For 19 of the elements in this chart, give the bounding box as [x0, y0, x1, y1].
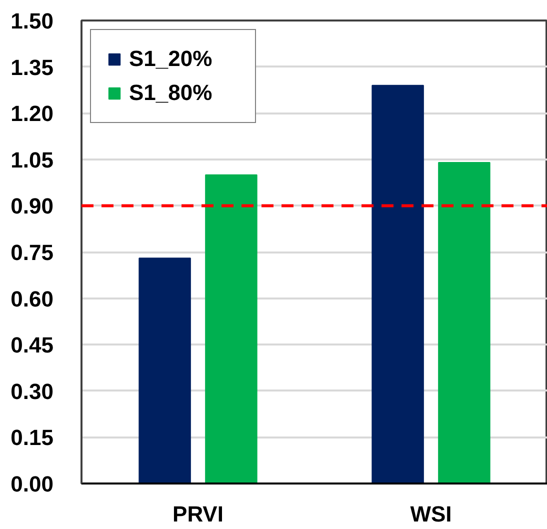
y-tick-label: 0.00 [10, 472, 54, 496]
bar [205, 174, 258, 484]
y-tick-label: 1.50 [10, 8, 54, 34]
bar [372, 84, 424, 484]
x-tick-label: WSI [410, 502, 452, 526]
y-tick-label: 0.60 [10, 286, 54, 312]
y-tick-label: 0.45 [10, 332, 54, 358]
legend-label: S1_80% [129, 80, 214, 106]
y-tick-label: 1.05 [10, 147, 54, 172]
x-tick-label: PRVI [172, 502, 224, 526]
y-tick-label: 0.90 [10, 194, 54, 219]
bar [438, 162, 490, 484]
bar [138, 258, 191, 484]
legend-label: S1_20% [129, 46, 214, 72]
y-tick-label: 0.30 [10, 378, 54, 404]
y-tick-label: 1.20 [10, 101, 54, 126]
y-tick-label: 0.75 [10, 240, 54, 265]
y-tick-label: 0.15 [10, 425, 54, 450]
y-tick-label: 1.35 [10, 54, 54, 80]
